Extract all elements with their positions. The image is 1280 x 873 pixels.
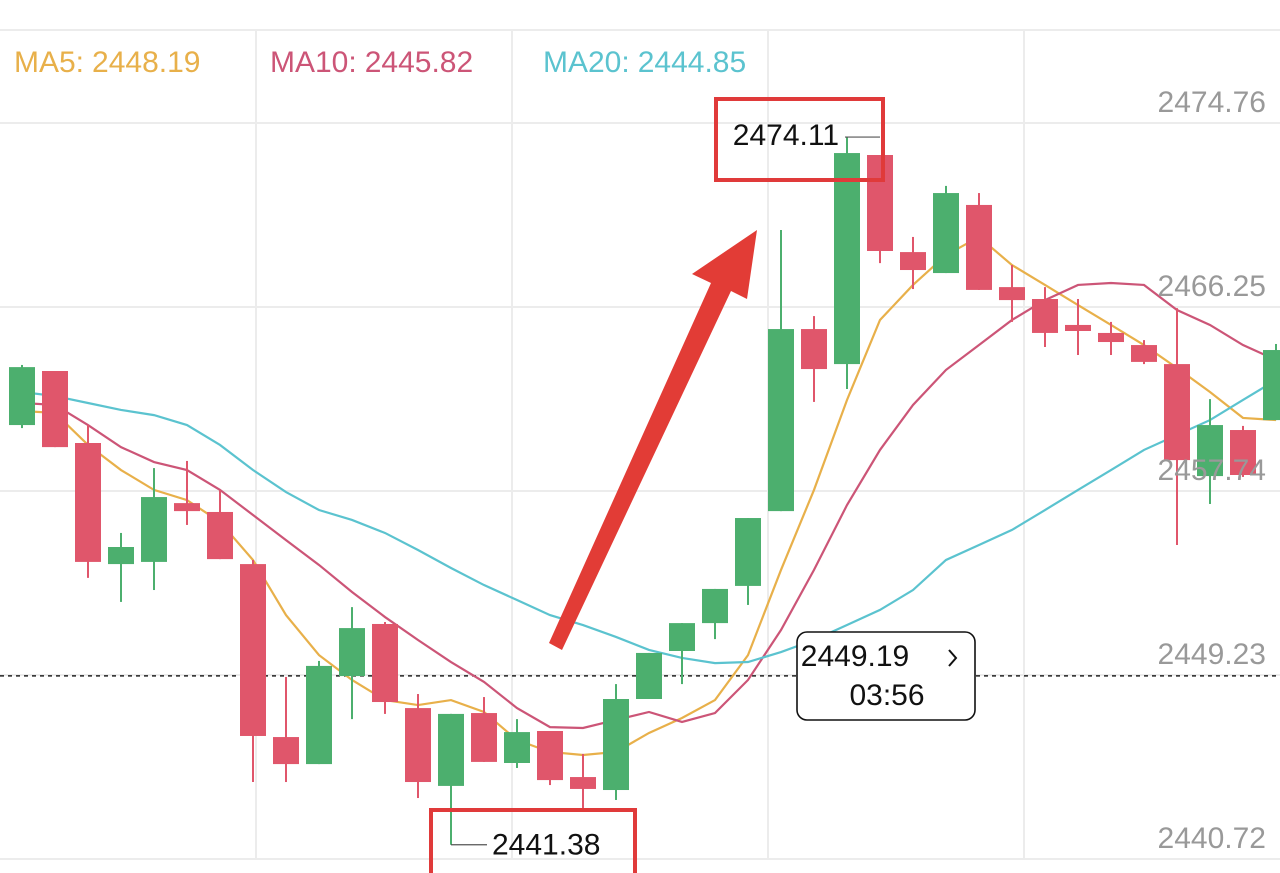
low-label: 2441.38 [492, 829, 600, 862]
ma-line [21, 281, 1277, 730]
candle-layer [9, 137, 1280, 845]
candle-body [1164, 364, 1190, 461]
candle-body [438, 713, 464, 786]
legend-name: MA10: [270, 46, 357, 79]
candle-body [669, 623, 695, 651]
highlight-box [714, 97, 885, 182]
annotation-arrow [549, 230, 757, 650]
current-price-label: 2449.19 [801, 640, 909, 673]
legend-value: 2445.82 [365, 46, 473, 79]
candle-body [471, 713, 497, 762]
candle-body [405, 708, 431, 783]
candle-body [1263, 350, 1280, 421]
legend-name: MA20: [543, 46, 630, 79]
candle-body [999, 287, 1025, 301]
candle-body [1230, 430, 1256, 475]
candle-body [867, 155, 893, 251]
candle-body [9, 367, 35, 426]
candle-body [834, 153, 860, 365]
legend-entry: MA10: 2445.82 [270, 46, 473, 79]
candle-body [933, 193, 959, 274]
candle-body [537, 731, 563, 781]
y-tick-label: 2449.23 [1158, 638, 1266, 671]
price-box[interactable] [796, 631, 976, 721]
high-label: 2474.11 [733, 119, 839, 152]
candle-body [42, 371, 68, 448]
candle-body [735, 518, 761, 586]
candle-body [273, 737, 299, 765]
candle-body [372, 623, 398, 703]
countdown-label: 03:56 [849, 679, 924, 712]
candle-body [1032, 299, 1058, 333]
candle-body [174, 503, 200, 512]
candle-body [240, 564, 266, 736]
candle-body [141, 497, 167, 562]
legend-value: 2448.19 [92, 46, 200, 79]
legend-value: 2444.85 [638, 46, 746, 79]
candle-body [339, 628, 365, 677]
legend-entry: MA5: 2448.19 [14, 46, 200, 79]
tick-layer: 2474.76 2466.25 2457.74 2449.23 2440.72 [1158, 86, 1266, 855]
candle-body [306, 665, 332, 765]
chevron-icon [948, 649, 958, 667]
legend-entry: MA20: 2444.85 [543, 46, 746, 79]
candle-body [636, 652, 662, 699]
candle-body [603, 699, 629, 791]
candle-body [702, 588, 728, 624]
candle-body [108, 547, 134, 565]
candle-body [570, 777, 596, 789]
y-tick-label: 2440.72 [1158, 822, 1266, 855]
candle-body [1131, 345, 1157, 362]
candle-body [966, 204, 992, 290]
y-tick-label: 2466.25 [1158, 270, 1266, 303]
highlight-box [429, 808, 637, 873]
candle-body [1065, 324, 1091, 331]
candle-body [768, 329, 794, 512]
candle-body [207, 511, 233, 560]
candle-body [75, 443, 101, 562]
legend-name: MA5: [14, 46, 84, 79]
y-tick-label: 2474.76 [1158, 86, 1266, 119]
candle-body [1197, 425, 1223, 477]
candle-body [801, 329, 827, 370]
candle-body [504, 732, 530, 763]
ma-line [21, 379, 1277, 665]
legend: MA5: 2448.19 MA10: 2445.82 MA20: 2444.85 [14, 46, 746, 79]
candle-body [1098, 332, 1124, 343]
y-tick-label: 2457.74 [1158, 454, 1266, 487]
candle-body [900, 252, 926, 271]
annotation-layer: 2474.11 2441.38 2449.19 03:56 [429, 97, 976, 873]
